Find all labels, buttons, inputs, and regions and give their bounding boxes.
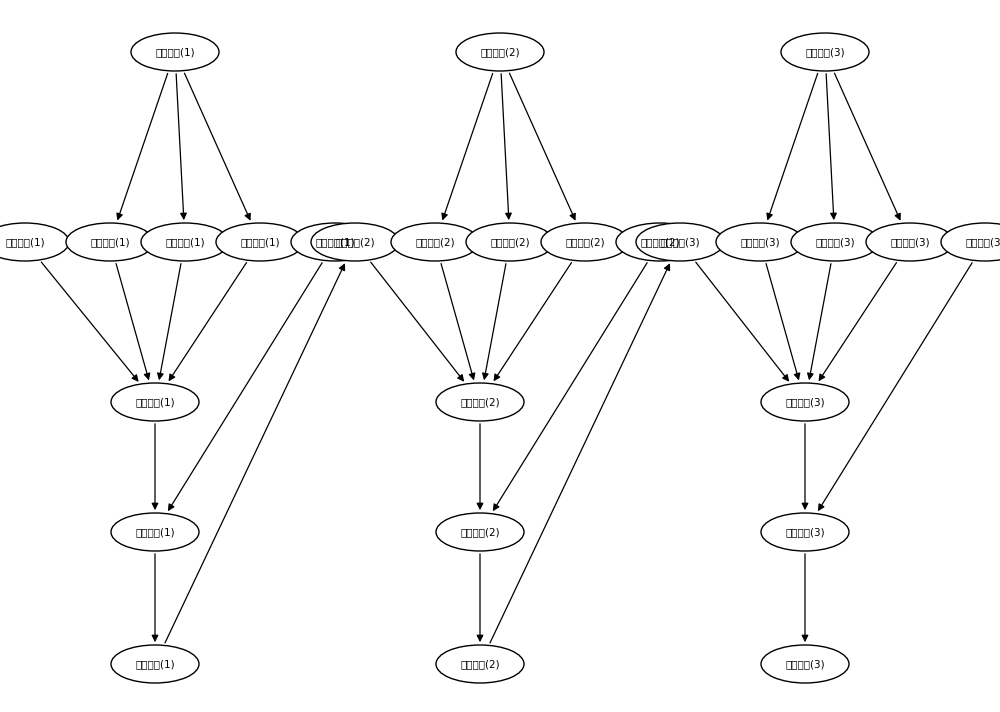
Text: 大坝漫顶(3): 大坝漫顶(3)	[785, 397, 825, 407]
Text: 大坝质量(3): 大坝质量(3)	[890, 237, 930, 247]
Text: 滑坡涌浪(2): 滑坡涌浪(2)	[490, 237, 530, 247]
Text: 运行工况(1): 运行工况(1)	[155, 47, 195, 57]
Text: 泄洪能力(3): 泄洪能力(3)	[740, 237, 780, 247]
Ellipse shape	[436, 383, 524, 421]
Ellipse shape	[131, 33, 219, 71]
Text: 运行工况(2): 运行工况(2)	[480, 47, 520, 57]
Text: 大坝质量(1): 大坝质量(1)	[240, 237, 280, 247]
Ellipse shape	[436, 513, 524, 551]
Ellipse shape	[761, 383, 849, 421]
Ellipse shape	[311, 223, 399, 261]
Text: 滑坡涌浪(3): 滑坡涌浪(3)	[815, 237, 855, 247]
Ellipse shape	[781, 33, 869, 71]
Text: 其它异常(3): 其它异常(3)	[965, 237, 1000, 247]
Text: 大坝质量(2): 大坝质量(2)	[565, 237, 605, 247]
Text: 滑坡涌浪(1): 滑坡涌浪(1)	[165, 237, 205, 247]
Ellipse shape	[436, 645, 524, 683]
Text: 出库洪水(1): 出库洪水(1)	[135, 659, 175, 669]
Ellipse shape	[216, 223, 304, 261]
Ellipse shape	[456, 33, 544, 71]
Text: 入库洪水(2): 入库洪水(2)	[335, 237, 375, 247]
Text: 入库洪水(3): 入库洪水(3)	[660, 237, 700, 247]
Ellipse shape	[636, 223, 724, 261]
Text: 其它异常(1): 其它异常(1)	[315, 237, 355, 247]
Text: 出库洪水(2): 出库洪水(2)	[460, 659, 500, 669]
Ellipse shape	[791, 223, 879, 261]
Ellipse shape	[111, 513, 199, 551]
Ellipse shape	[141, 223, 229, 261]
Ellipse shape	[291, 223, 379, 261]
Text: 运行工况(3): 运行工况(3)	[805, 47, 845, 57]
Ellipse shape	[466, 223, 554, 261]
Ellipse shape	[111, 645, 199, 683]
Ellipse shape	[761, 645, 849, 683]
Ellipse shape	[941, 223, 1000, 261]
Text: 入库洪水(1): 入库洪水(1)	[5, 237, 45, 247]
Text: 其它异常(2): 其它异常(2)	[640, 237, 680, 247]
Text: 大坝失事(1): 大坝失事(1)	[135, 527, 175, 537]
Text: 大坝漫顶(2): 大坝漫顶(2)	[460, 397, 500, 407]
Text: 泄洪能力(1): 泄洪能力(1)	[90, 237, 130, 247]
Ellipse shape	[66, 223, 154, 261]
Ellipse shape	[866, 223, 954, 261]
Text: 大坝失事(3): 大坝失事(3)	[785, 527, 825, 537]
Ellipse shape	[761, 513, 849, 551]
Ellipse shape	[716, 223, 804, 261]
Ellipse shape	[391, 223, 479, 261]
Text: 泄洪能力(2): 泄洪能力(2)	[415, 237, 455, 247]
Text: 大坝漫顶(1): 大坝漫顶(1)	[135, 397, 175, 407]
Text: 大坝失事(2): 大坝失事(2)	[460, 527, 500, 537]
Ellipse shape	[616, 223, 704, 261]
Text: 出库洪水(3): 出库洪水(3)	[785, 659, 825, 669]
Ellipse shape	[0, 223, 69, 261]
Ellipse shape	[541, 223, 629, 261]
Ellipse shape	[111, 383, 199, 421]
